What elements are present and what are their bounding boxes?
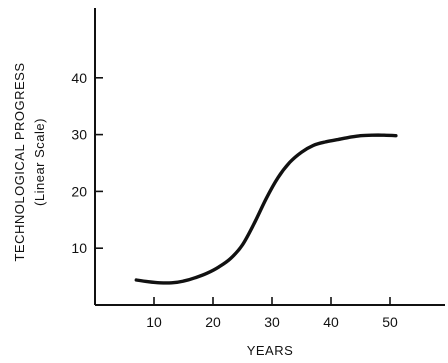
x-tick-label: 10 bbox=[146, 314, 162, 330]
y-tick-label: 20 bbox=[71, 183, 87, 199]
y-tick-label: 30 bbox=[71, 127, 87, 143]
y-axis-sublabel: (Linear Scale) bbox=[32, 118, 47, 206]
series-layer bbox=[134, 133, 398, 285]
y-axis-label: TECHNOLOGICAL PROGRESS bbox=[12, 62, 27, 261]
x-axis-label: YEARS bbox=[247, 343, 294, 358]
y-ticks: 10 20 30 40 bbox=[71, 70, 103, 256]
x-tick-label: 40 bbox=[323, 314, 339, 330]
y-axis-label-group: TECHNOLOGICAL PROGRESS (Linear Scale) bbox=[12, 62, 47, 261]
x-tick-label: 50 bbox=[382, 314, 398, 330]
y-tick-label: 40 bbox=[71, 70, 87, 86]
x-tick-label: 30 bbox=[264, 314, 280, 330]
y-tick-label: 10 bbox=[71, 240, 87, 256]
series-line bbox=[134, 133, 398, 285]
x-ticks: 10 20 30 40 50 bbox=[146, 297, 398, 330]
axes bbox=[94, 8, 445, 306]
x-tick-label: 20 bbox=[205, 314, 221, 330]
